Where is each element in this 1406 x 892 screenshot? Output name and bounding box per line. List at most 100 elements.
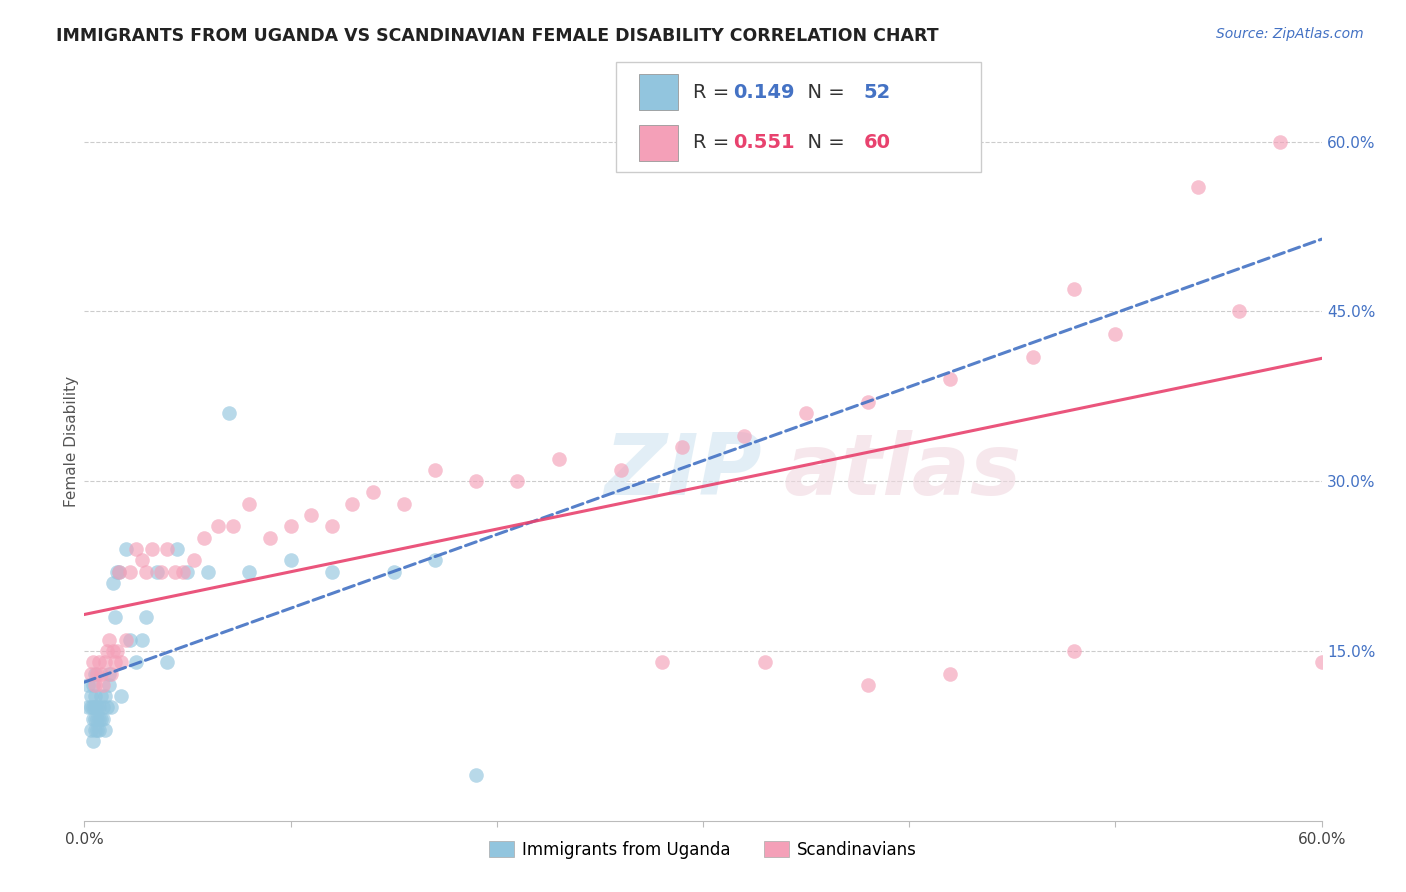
Text: 0.149: 0.149	[733, 82, 794, 102]
Text: ZIP: ZIP	[605, 430, 762, 514]
Point	[79, 723, 101, 738]
Point	[100, 666, 122, 681]
Point	[94, 689, 117, 703]
Point	[98, 678, 121, 692]
FancyBboxPatch shape	[638, 74, 678, 111]
Point	[82, 734, 104, 748]
FancyBboxPatch shape	[638, 125, 678, 161]
Point	[91, 700, 114, 714]
Point	[135, 610, 157, 624]
Point	[342, 497, 364, 511]
Text: 60: 60	[863, 133, 891, 153]
Point	[1104, 326, 1126, 341]
Point	[83, 700, 105, 714]
Point	[86, 712, 108, 726]
Point	[392, 497, 415, 511]
Point	[222, 519, 245, 533]
Point	[100, 700, 122, 714]
Point	[83, 723, 105, 738]
FancyBboxPatch shape	[616, 62, 981, 172]
Point	[77, 678, 100, 692]
Point	[141, 542, 163, 557]
Point	[382, 565, 405, 579]
Point	[131, 632, 153, 647]
Point	[105, 644, 128, 658]
Point	[125, 655, 148, 669]
Point	[87, 655, 110, 669]
Text: 52: 52	[863, 82, 891, 102]
Point	[86, 723, 108, 738]
Point	[754, 655, 776, 669]
Text: R =: R =	[693, 82, 735, 102]
Text: atlas: atlas	[783, 430, 1022, 514]
Point	[733, 429, 755, 443]
Point	[103, 644, 125, 658]
Point	[299, 508, 322, 522]
Point	[361, 485, 384, 500]
Point	[104, 655, 127, 669]
Point	[671, 440, 693, 454]
Point	[79, 700, 101, 714]
Point	[98, 666, 121, 681]
Point	[94, 723, 117, 738]
Point	[104, 610, 127, 624]
Point	[609, 463, 631, 477]
Point	[118, 632, 141, 647]
Point	[87, 712, 110, 726]
Point	[280, 519, 302, 533]
Text: Source: ZipAtlas.com: Source: ZipAtlas.com	[1216, 27, 1364, 41]
Point	[1022, 350, 1045, 364]
Point	[1310, 655, 1333, 669]
Point	[83, 689, 105, 703]
Point	[651, 655, 673, 669]
Point	[79, 689, 101, 703]
Text: N =: N =	[794, 82, 851, 102]
Point	[939, 666, 962, 681]
Point	[149, 565, 172, 579]
Point	[77, 700, 100, 714]
Point	[218, 406, 240, 420]
Point	[423, 463, 446, 477]
Point	[98, 632, 121, 647]
Point	[547, 451, 569, 466]
Point	[176, 565, 198, 579]
Point	[108, 565, 131, 579]
Point	[280, 553, 302, 567]
Point	[96, 644, 118, 658]
Point	[794, 406, 817, 420]
Point	[79, 666, 101, 681]
Point	[506, 474, 529, 488]
Point	[108, 565, 131, 579]
Point	[118, 565, 141, 579]
Point	[856, 395, 879, 409]
Point	[259, 531, 281, 545]
Point	[87, 723, 110, 738]
Point	[83, 712, 105, 726]
Point	[939, 372, 962, 386]
Point	[193, 531, 215, 545]
Point	[110, 689, 132, 703]
Point	[197, 565, 219, 579]
Point	[91, 678, 114, 692]
Point	[114, 542, 136, 557]
Point	[321, 519, 343, 533]
Point	[96, 700, 118, 714]
Point	[172, 565, 194, 579]
Point	[83, 666, 105, 681]
Text: 0.551: 0.551	[733, 133, 794, 153]
Point	[321, 565, 343, 579]
Point	[465, 768, 488, 782]
Point	[1063, 282, 1085, 296]
Point	[83, 678, 105, 692]
Text: IMMIGRANTS FROM UGANDA VS SCANDINAVIAN FEMALE DISABILITY CORRELATION CHART: IMMIGRANTS FROM UGANDA VS SCANDINAVIAN F…	[56, 27, 939, 45]
Point	[87, 700, 110, 714]
Point	[82, 700, 104, 714]
Point	[1227, 304, 1250, 318]
Point	[86, 700, 108, 714]
Point	[856, 678, 879, 692]
Point	[1270, 135, 1292, 149]
Point	[82, 655, 104, 669]
Point	[82, 678, 104, 692]
Point	[90, 689, 112, 703]
Point	[238, 565, 260, 579]
